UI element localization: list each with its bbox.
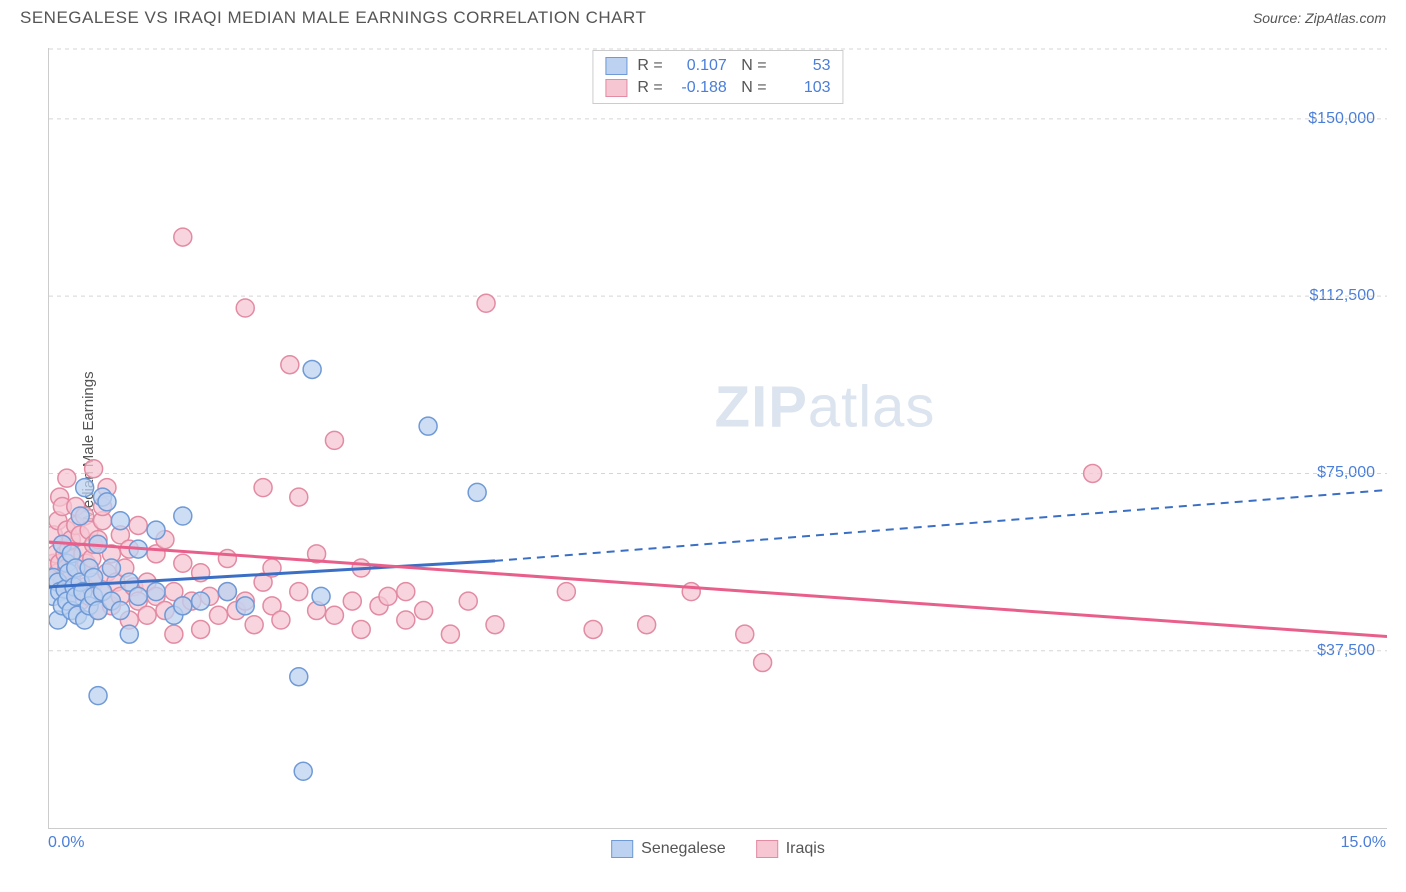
swatch-senegalese bbox=[605, 57, 627, 75]
chart-title: SENEGALESE VS IRAQI MEDIAN MALE EARNINGS… bbox=[20, 8, 646, 28]
stat-row-senegalese: R = 0.107 N = 53 bbox=[605, 55, 830, 77]
legend-label-iraqis: Iraqis bbox=[786, 840, 825, 858]
legend-swatch-senegalese bbox=[611, 840, 633, 858]
x-axis-end-label: 15.0% bbox=[1341, 834, 1386, 852]
scatter-plot-svg bbox=[49, 48, 1387, 828]
chart-plot-area: ZIPatlas R = 0.107 N = 53 R = -0.188 N =… bbox=[48, 48, 1387, 829]
legend-swatch-iraqis bbox=[756, 840, 778, 858]
legend-item-iraqis: Iraqis bbox=[756, 840, 825, 858]
correlation-stats-box: R = 0.107 N = 53 R = -0.188 N = 103 bbox=[592, 50, 843, 104]
source-label: Source: ZipAtlas.com bbox=[1253, 10, 1386, 26]
stat-row-iraqis: R = -0.188 N = 103 bbox=[605, 77, 830, 99]
swatch-iraqis bbox=[605, 79, 627, 97]
legend-item-senegalese: Senegalese bbox=[611, 840, 726, 858]
r-value-senegalese: 0.107 bbox=[673, 57, 727, 75]
legend-bottom: Senegalese Iraqis bbox=[611, 840, 825, 858]
n-value-senegalese: 53 bbox=[777, 57, 831, 75]
legend-label-senegalese: Senegalese bbox=[641, 840, 726, 858]
n-value-iraqis: 103 bbox=[777, 79, 831, 97]
x-axis-start-label: 0.0% bbox=[48, 834, 84, 852]
r-value-iraqis: -0.188 bbox=[673, 79, 727, 97]
